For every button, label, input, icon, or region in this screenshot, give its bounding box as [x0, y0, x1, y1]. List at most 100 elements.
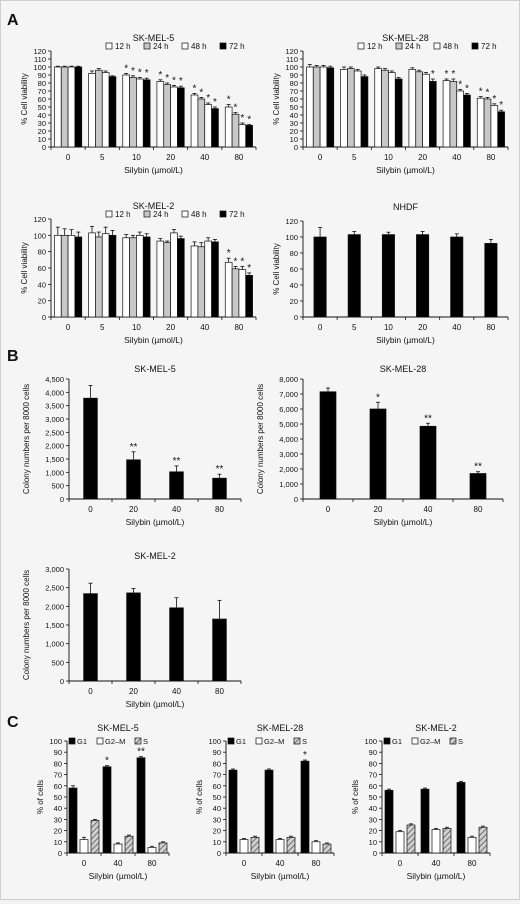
y-tick-label: 0: [58, 849, 62, 858]
x-tick-label: 10: [384, 323, 393, 332]
x-axis-title: Silybin (µmol/L): [126, 699, 185, 709]
y-tick-label: 80: [38, 79, 46, 88]
bar: [374, 68, 382, 148]
bar: [224, 106, 233, 148]
legend-label: G1: [392, 737, 402, 746]
significance-mark: **: [173, 456, 181, 467]
y-tick-label: 90: [213, 748, 221, 757]
bar: [156, 81, 165, 148]
bar: [406, 824, 416, 854]
bar: [490, 105, 499, 148]
y-axis-title: Colony numbers per 8000 cells: [22, 384, 31, 494]
y-tick-label: 50: [54, 793, 62, 802]
y-tick-label: 80: [369, 759, 377, 768]
bar: [467, 836, 477, 854]
y-tick-label: 110: [286, 55, 298, 64]
x-tick-label: 5: [352, 153, 357, 162]
y-axis-title: % Cell viability: [272, 73, 281, 125]
y-tick-label: 100: [33, 231, 46, 240]
bar: [54, 66, 62, 148]
x-tick-label: 20: [166, 153, 175, 162]
bar: [88, 73, 96, 148]
significance-mark: *: [247, 263, 251, 274]
x-tick-label: 10: [384, 153, 393, 162]
x-tick-label: 40: [432, 859, 441, 868]
legend-swatch: [357, 42, 365, 50]
bar: [108, 234, 117, 318]
chart-title: SK-MEL-28: [382, 33, 429, 43]
y-tick-label: 60: [369, 782, 377, 791]
y-tick-label: 40: [38, 111, 46, 120]
legend-swatch: [449, 737, 457, 745]
bar: [322, 843, 332, 854]
significance-mark: *: [179, 76, 183, 87]
x-tick-label: 40: [114, 859, 123, 868]
x-axis-title: Silybin (µmol/L): [124, 335, 183, 345]
chart-c3: 0 10 20 30 40 50 60 70 80 90 100 0 40 80 SK-MEL-2 Silyb…: [351, 723, 491, 881]
significance-mark: *: [213, 97, 217, 108]
bar: [224, 261, 233, 318]
y-tick-label: 10: [38, 135, 46, 144]
y-tick-label: 3,000: [45, 565, 64, 574]
significance-mark: *: [105, 756, 109, 767]
x-tick-label: 10: [132, 153, 141, 162]
bar: [136, 234, 144, 318]
bar: [311, 841, 321, 854]
bar: [456, 90, 464, 148]
bar: [177, 238, 185, 318]
bar: [190, 94, 199, 148]
panel-label-a: A: [7, 12, 19, 29]
legend-label: 24 h: [153, 42, 169, 51]
legend-swatch: [181, 210, 189, 218]
bar: [67, 234, 76, 318]
legend-swatch: [134, 737, 142, 745]
bar: [95, 236, 103, 318]
y-tick-label: 6,000: [279, 405, 298, 414]
x-tick-label: 20: [129, 505, 138, 514]
bar: [83, 593, 98, 682]
bar: [170, 86, 178, 148]
y-tick-label: 4,000: [45, 388, 64, 397]
legend-swatch: [411, 737, 419, 745]
x-tick-label: 80: [486, 323, 495, 332]
y-tick-label: 20: [213, 827, 221, 836]
y-tick-label: 60: [54, 782, 62, 791]
bar: [388, 72, 396, 148]
x-tick-label: 0: [88, 687, 93, 696]
bar: [497, 111, 505, 148]
bar: [79, 839, 89, 854]
y-tick-label: 10: [369, 838, 377, 847]
x-tick-label: 80: [215, 687, 224, 696]
y-axis-title: % of cells: [36, 780, 45, 814]
bar: [238, 269, 247, 318]
legend-label: 72 h: [229, 210, 245, 219]
legend-swatch: [219, 42, 227, 50]
y-tick-label: 70: [54, 771, 62, 780]
legend-label: S: [302, 737, 307, 746]
x-tick-label: 40: [452, 153, 461, 162]
x-tick-label: 0: [66, 323, 71, 332]
y-tick-label: 80: [38, 248, 46, 257]
significance-mark: *: [234, 103, 238, 114]
x-axis-title: Silybin (µmol/L): [89, 871, 148, 881]
y-tick-label: 40: [290, 281, 298, 290]
y-tick-label: 0: [294, 313, 298, 322]
bar: [469, 473, 487, 500]
bar: [197, 98, 206, 148]
significance-mark: *: [165, 73, 169, 84]
bar: [250, 836, 260, 854]
bar: [431, 829, 441, 854]
significance-mark: *: [451, 69, 455, 80]
y-tick-label: 0: [294, 143, 298, 152]
y-tick-label: 120: [33, 215, 46, 224]
y-tick-label: 20: [369, 827, 377, 836]
bar: [211, 241, 219, 318]
bar: [319, 391, 337, 500]
chart-title: SK-MEL-5: [133, 33, 175, 43]
bar: [204, 104, 212, 148]
bar: [68, 787, 78, 854]
bar: [419, 425, 437, 500]
significance-mark: *: [486, 87, 490, 98]
y-tick-label: 100: [285, 233, 298, 242]
